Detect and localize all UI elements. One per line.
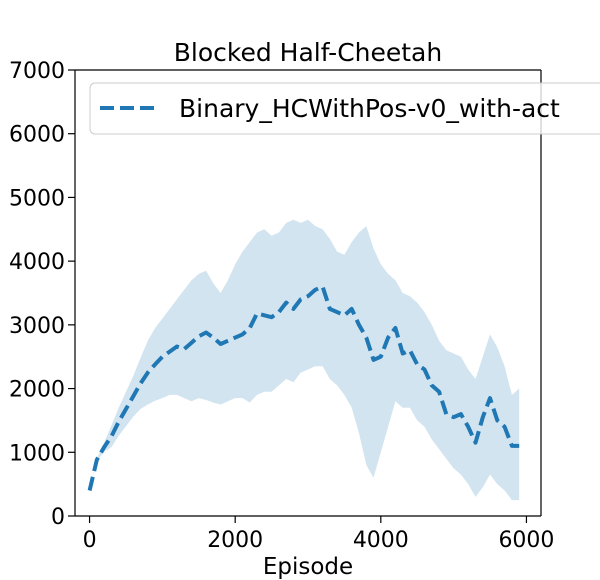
x-tick-label: 2000 xyxy=(207,528,263,553)
y-axis-ticks: 0 1000 2000 3000 4000 5000 6000 7000 xyxy=(9,59,75,530)
x-axis-ticks: 0 2000 4000 6000 xyxy=(83,516,554,553)
x-tick-label: 0 xyxy=(83,528,97,553)
y-tick-label: 1000 xyxy=(9,441,65,466)
y-tick-label: 7000 xyxy=(9,59,65,84)
confidence-band xyxy=(89,219,520,501)
y-tick-label: 3000 xyxy=(9,314,65,339)
x-axis-label: Episode xyxy=(263,554,353,580)
x-tick-label: 6000 xyxy=(498,528,554,553)
chart-title: Blocked Half-Cheetah xyxy=(174,38,442,67)
legend-box xyxy=(89,82,600,135)
y-tick-label: 0 xyxy=(51,505,65,530)
series-line xyxy=(87,284,520,491)
plot-area xyxy=(75,70,541,516)
y-tick-label: 6000 xyxy=(9,123,65,148)
y-tick-label: 4000 xyxy=(9,250,65,275)
legend: Binary_HCWithPos-v0_with-act xyxy=(89,82,600,135)
series-line-layer xyxy=(87,284,520,491)
y-tick-label: 5000 xyxy=(9,186,65,211)
y-tick-label: 2000 xyxy=(9,378,65,403)
confidence-band-layer xyxy=(89,219,520,501)
x-tick-label: 4000 xyxy=(353,528,409,553)
axes-frame xyxy=(74,69,542,517)
legend-label: Binary_HCWithPos-v0_with-act xyxy=(179,94,560,123)
